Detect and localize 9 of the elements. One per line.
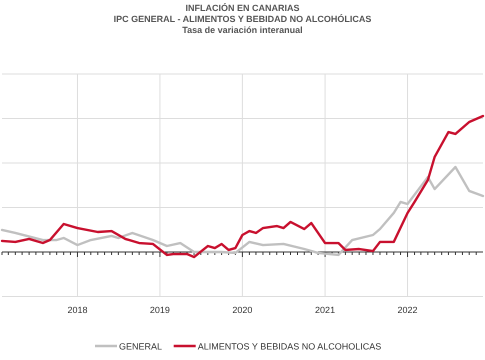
chart-title: INFLACIÓN EN CANARIAS	[186, 3, 300, 13]
x-tick-label: 2021	[315, 305, 336, 315]
chart-subtitle: IPC GENERAL - ALIMENTOS Y BEBIDAD NO ALCOHÓLICAS Tasa de variación interanual	[114, 14, 372, 35]
legend-label: ALIMENTOS Y BEBIDAS NO ALCOHOLICAS	[198, 342, 382, 352]
x-tick-label: 2019	[150, 305, 170, 315]
x-tick-label: 2022	[398, 305, 418, 315]
x-tick-label: 2018	[67, 305, 88, 315]
x-tick-label: 2020	[232, 305, 252, 315]
legend-label: GENERAL	[119, 342, 162, 352]
